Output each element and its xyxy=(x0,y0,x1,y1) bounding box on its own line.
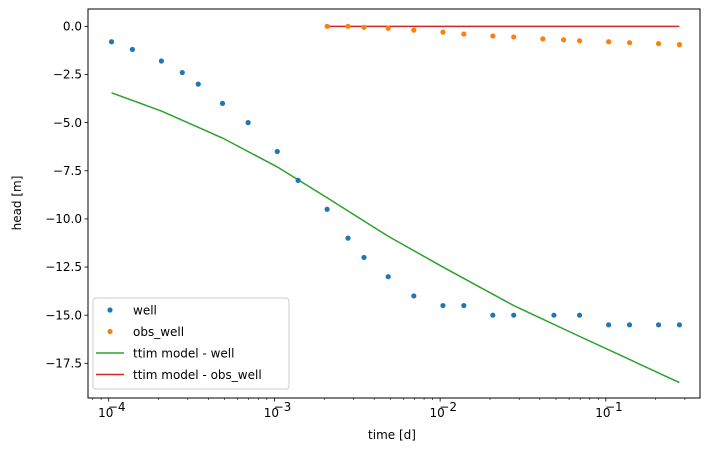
x-tick-exponent: −1 xyxy=(605,400,623,414)
data-point-1-3 xyxy=(385,25,391,31)
data-point-0-4 xyxy=(195,81,201,87)
y-tick-label: −17.5 xyxy=(45,357,82,371)
data-point-0-12 xyxy=(385,274,391,280)
y-axis-label: head [m] xyxy=(10,176,24,231)
y-tick-label: −12.5 xyxy=(45,260,82,274)
data-point-0-22 xyxy=(655,322,662,328)
legend-label: well xyxy=(133,303,157,317)
data-point-0-7 xyxy=(274,148,280,155)
data-point-0-13 xyxy=(411,293,417,299)
x-tick-exponent: −3 xyxy=(274,400,292,414)
y-tick-label: −2.5 xyxy=(53,68,82,82)
data-point-0-16 xyxy=(490,312,496,318)
x-tick-label: 10 xyxy=(595,406,610,420)
legend-label: obs_well xyxy=(133,325,184,339)
data-point-0-9 xyxy=(324,206,330,212)
data-point-0-8 xyxy=(295,177,301,183)
data-point-0-11 xyxy=(361,254,367,261)
data-point-0-0 xyxy=(108,39,115,45)
data-point-0-18 xyxy=(551,312,557,318)
data-point-0-19 xyxy=(576,312,583,318)
x-tick-label: 10 xyxy=(429,406,444,420)
data-point-1-2 xyxy=(361,24,367,30)
x-tick-exponent: −2 xyxy=(439,400,457,414)
data-point-1-4 xyxy=(411,27,417,33)
series-line-2 xyxy=(111,92,680,384)
y-tick-label: −10.0 xyxy=(45,212,82,226)
x-axis-ticks: 10−4 10−3 10−2 10−1 xyxy=(92,398,686,420)
data-point-0-1 xyxy=(129,46,135,53)
data-point-1-12 xyxy=(606,39,612,45)
data-point-0-17 xyxy=(511,312,517,318)
y-tick-label: −7.5 xyxy=(53,164,82,178)
data-point-1-9 xyxy=(540,36,546,42)
data-point-1-8 xyxy=(511,34,517,40)
data-point-0-5 xyxy=(219,100,226,106)
data-point-1-1 xyxy=(345,23,351,29)
data-point-1-13 xyxy=(626,40,633,46)
data-point-0-14 xyxy=(440,302,446,309)
data-point-0-21 xyxy=(626,322,633,328)
data-point-0-23 xyxy=(676,322,683,328)
x-tick-label: 10 xyxy=(264,406,279,420)
data-point-1-14 xyxy=(655,41,662,47)
data-point-1-10 xyxy=(561,37,567,43)
legend-marker xyxy=(107,328,113,335)
plot-area xyxy=(108,23,683,384)
data-point-0-15 xyxy=(461,302,467,309)
data-point-0-2 xyxy=(158,58,165,64)
data-point-1-11 xyxy=(576,38,583,44)
y-tick-label: −5.0 xyxy=(53,116,82,130)
data-point-1-5 xyxy=(440,29,446,35)
plot-layer xyxy=(108,23,683,384)
x-tick-exponent: −4 xyxy=(108,400,126,414)
y-tick-label: −15.0 xyxy=(45,308,82,322)
x-tick-label: 10 xyxy=(98,406,113,420)
data-point-0-10 xyxy=(345,235,351,241)
data-point-1-7 xyxy=(490,33,496,39)
legend-marker xyxy=(107,307,113,313)
plot-frame xyxy=(87,8,701,399)
legend-box xyxy=(92,297,290,390)
data-point-1-0 xyxy=(324,23,330,29)
y-axis-ticks: 0.0 −2.5 −5.0 −7.5 −10.0 −12.5 −15.0 −17.5 xyxy=(45,20,88,371)
data-point-0-20 xyxy=(606,322,612,328)
legend-label: ttim model - obs_well xyxy=(133,368,262,382)
data-point-1-15 xyxy=(676,42,683,48)
data-point-1-6 xyxy=(461,31,467,37)
legend-label: ttim model - well xyxy=(133,346,234,360)
x-axis-label: time [d] xyxy=(368,428,416,442)
data-point-0-3 xyxy=(179,69,185,76)
data-point-0-6 xyxy=(245,120,251,126)
y-tick-label: 0.0 xyxy=(63,20,82,34)
